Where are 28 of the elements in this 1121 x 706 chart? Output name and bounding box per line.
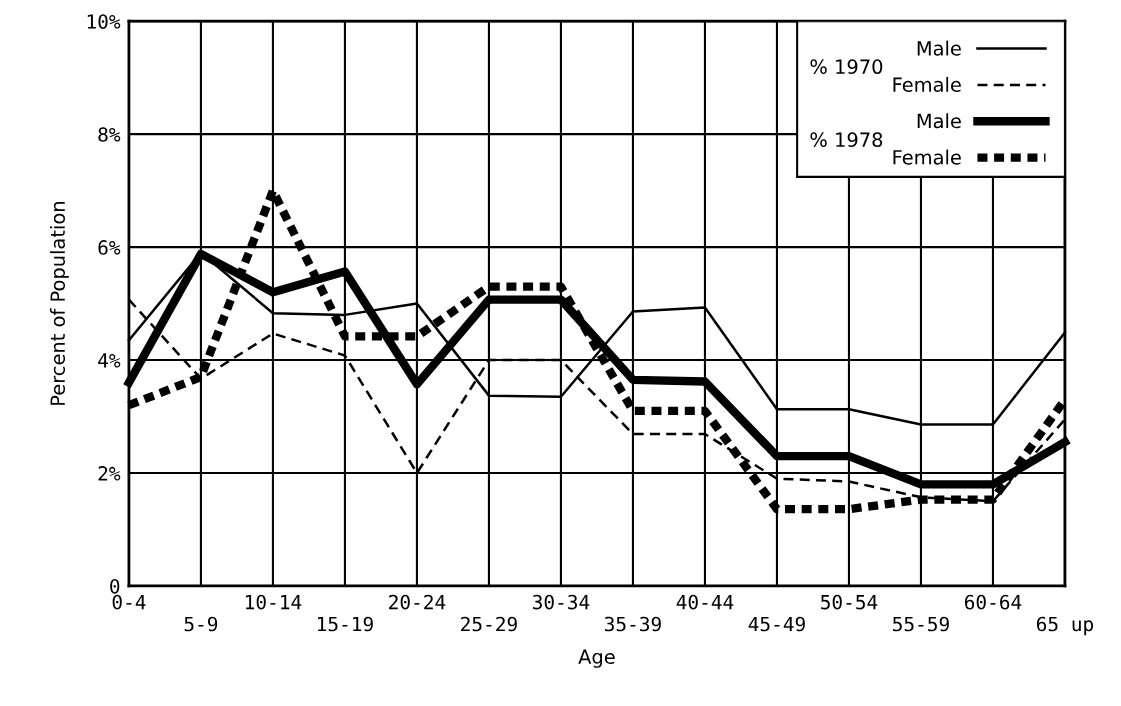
x-tick-label: 50-54 [821,594,878,610]
y-tick-label: 8% [98,127,121,142]
x-tick-label: 60-64 [964,594,1022,610]
x-tick-label: 0-4 [112,594,146,610]
y-tick-label: 6% [98,240,121,255]
y-tick-label: 4% [98,353,121,368]
x-tick-label: 15-19 [317,616,373,632]
x-tick-label: 40-44 [676,594,734,610]
x-axis-title: Age [578,649,615,668]
y-tick-label: 0 [110,578,120,594]
x-tick-label: 45-49 [748,616,805,632]
x-tick-label: 55-59 [893,616,949,632]
x-tick-label: 20-24 [389,594,446,610]
y-tick-label: 10% [87,14,121,29]
x-tick-label: 25-29 [461,616,517,632]
legend-label: Female [893,149,961,165]
legend-label: Female [893,76,961,92]
legend-label: Male [917,113,961,129]
x-tick-label: 10-14 [245,594,302,610]
annotation: % 1978 [810,132,883,148]
x-tick-label: 65 up [1036,616,1094,636]
y-tick-label: 2% [98,466,121,481]
legend-label: Male [917,40,961,56]
y-axis-title: Percent of Population [49,202,69,405]
annotation: % 1970 [810,59,883,75]
x-tick-label: 30-34 [532,594,590,610]
x-tick-label: 5-9 [184,616,218,632]
x-tick-label: 35-39 [604,616,661,632]
